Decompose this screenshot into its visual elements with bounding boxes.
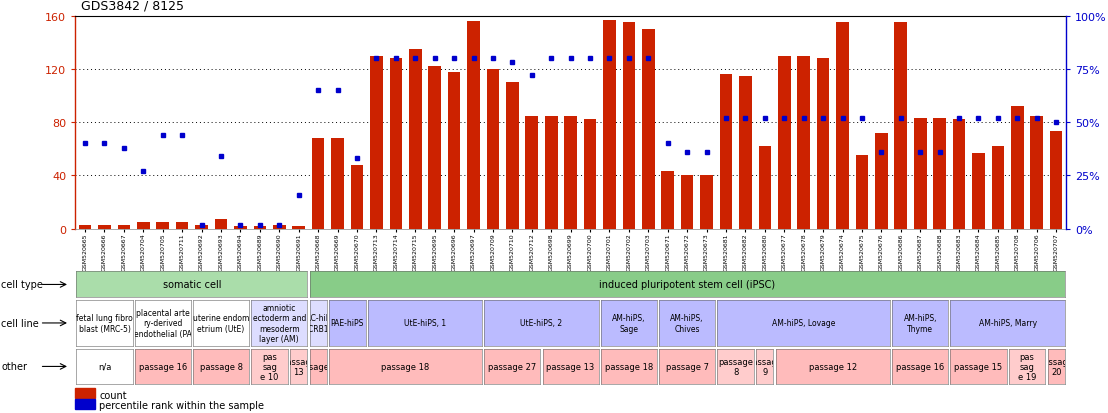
Text: pas
sag
e 19: pas sag e 19: [1018, 352, 1036, 381]
Text: induced pluripotent stem cell (iPSC): induced pluripotent stem cell (iPSC): [599, 280, 776, 290]
Bar: [448, 72, 461, 229]
Bar: [914, 119, 926, 229]
Bar: [564, 116, 577, 229]
Bar: [992, 147, 1004, 229]
Text: passage 8: passage 8: [199, 362, 243, 371]
Text: passage 18: passage 18: [381, 362, 430, 371]
Bar: [1030, 116, 1043, 229]
Text: passage
20: passage 20: [1038, 357, 1074, 376]
Bar: [680, 176, 694, 229]
Bar: [855, 156, 869, 229]
Bar: [468, 22, 480, 229]
Text: somatic cell: somatic cell: [163, 280, 222, 290]
Bar: [623, 23, 635, 229]
Bar: [972, 154, 985, 229]
Bar: [759, 147, 771, 229]
Bar: [117, 225, 131, 229]
Bar: [254, 227, 266, 229]
Bar: [1010, 107, 1024, 229]
Bar: [75, 389, 95, 398]
Bar: [933, 119, 946, 229]
Text: uterine endom
etrium (UtE): uterine endom etrium (UtE): [193, 313, 249, 333]
Bar: [75, 399, 95, 409]
Text: passage 16: passage 16: [138, 362, 187, 371]
Bar: [486, 70, 500, 229]
Bar: [739, 76, 751, 229]
Bar: [215, 220, 227, 229]
Bar: [1050, 132, 1063, 229]
Bar: [234, 227, 247, 229]
Text: other: other: [1, 361, 28, 372]
Text: cell type: cell type: [1, 280, 43, 290]
Text: passage 18: passage 18: [605, 362, 653, 371]
Bar: [894, 23, 907, 229]
Bar: [837, 23, 849, 229]
Text: MRC-hiPS,
Tic(JCRB1331: MRC-hiPS, Tic(JCRB1331: [293, 313, 343, 333]
Text: fetal lung fibro
blast (MRC-5): fetal lung fibro blast (MRC-5): [76, 313, 133, 333]
Bar: [350, 165, 363, 229]
Text: amniotic
ectoderm and
mesoderm
layer (AM): amniotic ectoderm and mesoderm layer (AM…: [253, 303, 306, 343]
Text: AM-hiPS,
Chives: AM-hiPS, Chives: [670, 313, 704, 333]
Bar: [331, 139, 343, 229]
Bar: [311, 139, 325, 229]
Text: AM-hiPS,
Sage: AM-hiPS, Sage: [612, 313, 646, 333]
Bar: [273, 225, 286, 229]
Text: passage 13: passage 13: [546, 362, 595, 371]
Bar: [545, 116, 557, 229]
Bar: [525, 116, 538, 229]
Bar: [506, 83, 519, 229]
Text: passage 27: passage 27: [489, 362, 536, 371]
Text: GDS3842 / 8125: GDS3842 / 8125: [81, 0, 184, 12]
Bar: [817, 59, 830, 229]
Text: percentile rank within the sample: percentile rank within the sample: [100, 400, 264, 410]
Text: AM-hiPS,
Thyme: AM-hiPS, Thyme: [903, 313, 937, 333]
Bar: [661, 172, 674, 229]
Bar: [875, 133, 888, 229]
Bar: [429, 67, 441, 229]
Bar: [778, 57, 791, 229]
Text: UtE-hiPS, 2: UtE-hiPS, 2: [521, 319, 563, 328]
Bar: [720, 75, 732, 229]
Text: n/a: n/a: [98, 362, 111, 371]
Text: AM-hiPS, Lovage: AM-hiPS, Lovage: [772, 319, 835, 328]
Text: PAE-hiPS: PAE-hiPS: [330, 319, 363, 328]
Text: passage 12: passage 12: [809, 362, 856, 371]
Bar: [642, 30, 655, 229]
Text: passage 16: passage 16: [896, 362, 944, 371]
Text: cell line: cell line: [1, 318, 39, 328]
Text: passage
8: passage 8: [718, 357, 753, 376]
Bar: [584, 120, 596, 229]
Bar: [798, 57, 810, 229]
Text: passage 7: passage 7: [666, 362, 709, 371]
Bar: [390, 59, 402, 229]
Text: passage 22: passage 22: [294, 362, 342, 371]
Text: passage
9: passage 9: [747, 357, 782, 376]
Bar: [195, 225, 208, 229]
Bar: [176, 223, 188, 229]
Bar: [79, 225, 91, 229]
Bar: [156, 223, 170, 229]
Bar: [953, 120, 965, 229]
Bar: [137, 223, 150, 229]
Text: count: count: [100, 389, 126, 399]
Text: placental arte
ry-derived
endothelial (PA: placental arte ry-derived endothelial (P…: [134, 309, 192, 338]
Text: pas
sag
e 10: pas sag e 10: [260, 352, 279, 381]
Bar: [99, 225, 111, 229]
Text: passage
13: passage 13: [281, 357, 316, 376]
Bar: [293, 227, 305, 229]
Bar: [603, 21, 616, 229]
Bar: [700, 176, 712, 229]
Bar: [370, 57, 382, 229]
Bar: [409, 50, 421, 229]
Text: AM-hiPS, Marry: AM-hiPS, Marry: [978, 319, 1037, 328]
Text: UtE-hiPS, 1: UtE-hiPS, 1: [404, 319, 447, 328]
Text: passage 15: passage 15: [954, 362, 1003, 371]
